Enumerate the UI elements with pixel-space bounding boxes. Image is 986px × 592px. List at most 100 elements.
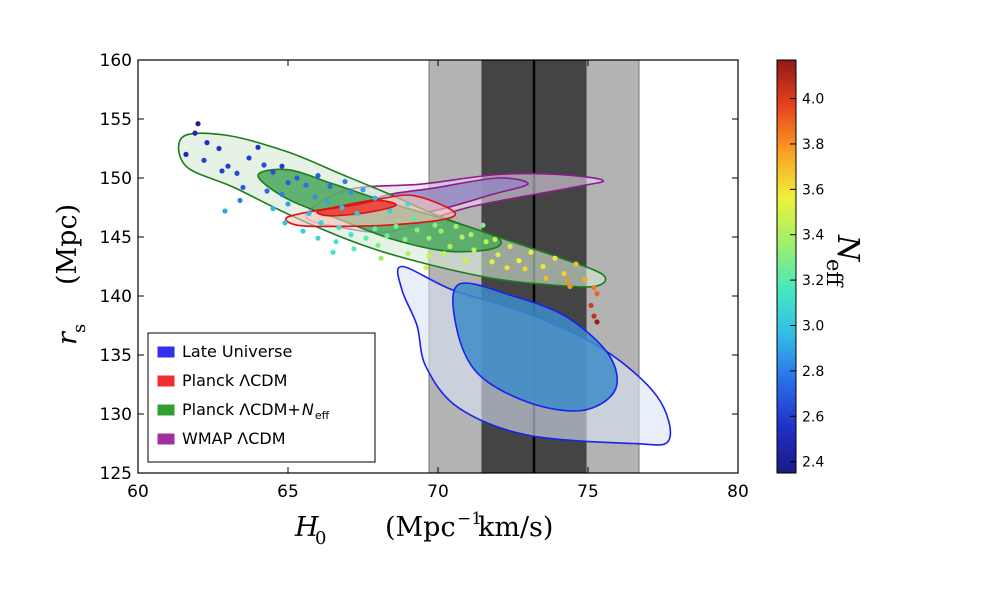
data-point	[438, 228, 444, 234]
data-point	[255, 144, 261, 150]
data-point	[384, 233, 390, 239]
legend-label-eff: eff	[315, 409, 330, 422]
legend-label: Planck ΛCDM+	[182, 400, 301, 419]
y-axis-ticks: 125 130 135 140 145 150 155 160	[100, 51, 738, 484]
x-tick-label: 70	[427, 482, 449, 502]
x-label-sub: 0	[315, 528, 326, 549]
data-point	[540, 263, 546, 270]
data-point	[567, 283, 573, 290]
x-axis-ticks: 60 65 70 75 80	[127, 60, 749, 502]
y-tick-label: 155	[100, 110, 132, 130]
data-point	[264, 188, 270, 194]
data-point	[468, 232, 474, 238]
y-tick-label: 130	[100, 405, 132, 425]
data-point	[483, 239, 489, 245]
data-point	[423, 265, 429, 271]
data-point	[312, 194, 318, 200]
scatter-points	[183, 121, 600, 325]
colorbar-label-sub: eff	[822, 259, 846, 288]
data-point	[495, 252, 501, 258]
data-point	[363, 235, 369, 241]
legend-swatch	[157, 404, 175, 416]
data-point	[594, 291, 600, 297]
data-point	[426, 253, 432, 259]
y-label-sub: s	[69, 324, 90, 333]
legend-label: Late Universe	[182, 342, 292, 361]
data-point	[354, 210, 360, 216]
data-point	[588, 302, 594, 309]
data-point	[462, 258, 468, 264]
legend-swatch	[157, 346, 175, 358]
y-axis-label: r s (Mpc)	[52, 204, 90, 345]
data-point	[192, 130, 198, 136]
data-point	[405, 250, 411, 257]
data-point	[279, 163, 285, 169]
data-point	[219, 168, 225, 174]
data-point	[285, 180, 291, 186]
data-point	[333, 239, 339, 245]
y-label-symbol: r	[52, 330, 83, 345]
colorbar-label-main: N	[830, 234, 865, 263]
y-tick-label: 125	[100, 464, 132, 484]
data-point	[402, 236, 408, 242]
data-point	[489, 259, 495, 265]
colorbar-tick-label: 3.0	[802, 319, 824, 335]
data-point	[459, 234, 465, 240]
data-point	[348, 232, 354, 238]
legend-label: WMAP ΛCDM	[182, 429, 286, 448]
data-point	[561, 270, 567, 277]
data-point	[330, 249, 336, 255]
x-axis-label: H 0 (Mpc −1 km/s)	[294, 509, 553, 549]
colorbar-tick-label: 2.4	[802, 455, 824, 471]
colorbar-label: N eff	[822, 234, 865, 288]
data-point	[261, 162, 267, 168]
x-tick-label: 75	[577, 482, 599, 502]
colorbar-tick-label: 3.6	[802, 182, 824, 198]
legend-swatch	[157, 375, 175, 387]
colorbar-tick-label: 3.2	[802, 273, 824, 289]
data-point	[573, 261, 579, 267]
contour-late-universe-inner	[452, 282, 618, 412]
colorbar-tick-label: 3.8	[802, 137, 824, 153]
data-point	[294, 175, 300, 181]
y-label-units: (Mpc)	[52, 204, 83, 285]
colorbar-tick-label: 4.0	[802, 92, 824, 108]
data-point	[594, 319, 600, 325]
data-point	[183, 151, 189, 157]
data-point	[441, 250, 447, 257]
data-point	[240, 184, 246, 191]
data-point	[195, 121, 201, 127]
data-point	[315, 173, 321, 179]
x-tick-label: 80	[727, 482, 749, 502]
colorbar-tick-label: 2.6	[802, 409, 824, 425]
data-point	[552, 255, 558, 261]
plot-area: 60 65 70 75 80 125 130 135 140 145 150 155 160	[100, 51, 749, 502]
x-tick-label: 65	[277, 482, 299, 502]
data-point	[204, 140, 210, 146]
y-tick-label: 135	[100, 346, 132, 366]
data-point	[564, 278, 570, 284]
y-tick-label: 150	[100, 169, 132, 189]
data-point	[504, 265, 510, 271]
data-point	[582, 276, 588, 283]
x-label-units-rest: km/s)	[478, 512, 553, 543]
legend-label: Planck ΛCDM	[182, 371, 287, 390]
data-point	[327, 183, 333, 189]
data-point	[279, 191, 285, 198]
x-label-units-main: (Mpc	[385, 512, 456, 543]
legend-label-n: N	[302, 400, 314, 419]
data-point	[411, 215, 417, 221]
contour-planck-cdm-inner	[316, 199, 397, 217]
colorbar-tick-label: 2.8	[802, 364, 824, 380]
colorbar: 2.4 2.6 2.8 3.0 3.2 3.4 3.6 3.8 4.0 N eff	[776, 59, 865, 474]
data-point	[270, 206, 276, 212]
data-point	[351, 246, 357, 252]
legend-box	[147, 332, 376, 463]
data-point	[591, 285, 597, 291]
data-point	[246, 155, 252, 161]
data-point	[393, 223, 399, 229]
data-point	[282, 220, 288, 226]
data-point	[375, 242, 381, 248]
data-point	[324, 199, 330, 205]
